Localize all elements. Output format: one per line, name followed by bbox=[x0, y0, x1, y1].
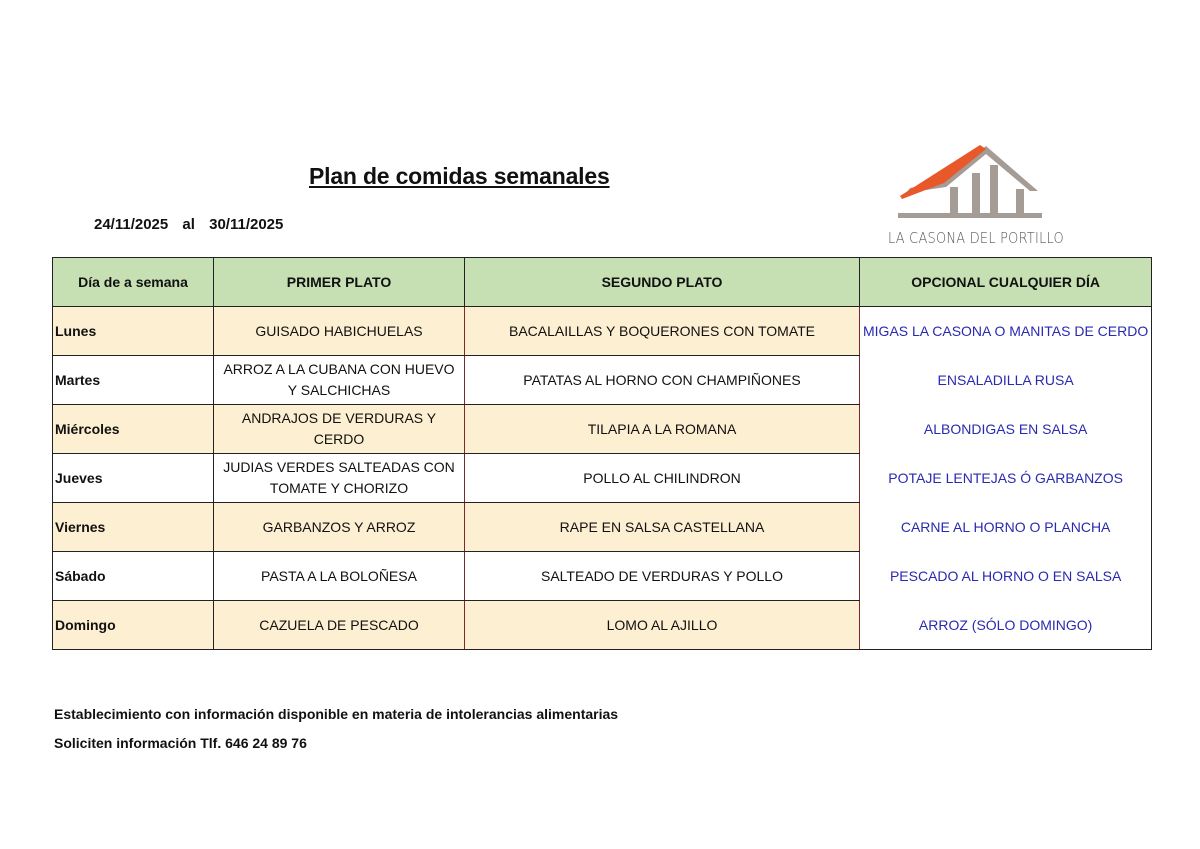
day-cell: Martes bbox=[52, 355, 214, 405]
header-opcional: OPCIONAL CUALQUIER DÍA bbox=[858, 257, 1153, 307]
logo: LA CASONA DEL PORTILLO bbox=[888, 143, 1064, 248]
primer-plato-cell: PASTA A LA BOLOÑESA bbox=[213, 551, 465, 601]
primer-plato-cell: GUISADO HABICHUELAS bbox=[213, 306, 465, 356]
day-cell: Lunes bbox=[52, 306, 214, 356]
day-cell: Sábado bbox=[52, 551, 214, 601]
date-to: 30/11/2025 bbox=[209, 216, 284, 233]
house-logo-icon bbox=[898, 145, 1042, 218]
header-primer-plato: PRIMER PLATO bbox=[213, 257, 465, 307]
table-row: Martes ARROZ A LA CUBANA CON HUEVO Y SALC… bbox=[52, 355, 1153, 405]
segundo-plato-cell: TILAPIA A LA ROMANA bbox=[464, 404, 860, 454]
day-cell: Domingo bbox=[52, 600, 214, 650]
table-row: Domingo CAZUELA DE PESCADO LOMO AL AJILLO A… bbox=[52, 600, 1153, 650]
footer-phone-info: Soliciten información Tlf. 646 24 89 76 bbox=[54, 735, 307, 751]
header-segundo-plato: SEGUNDO PLATO bbox=[464, 257, 860, 307]
primer-plato-cell: ARROZ A LA CUBANA CON HUEVO Y SALCHICHAS bbox=[213, 355, 465, 405]
opcional-cell: MIGAS LA CASONA O MANITAS DE CERDO bbox=[858, 306, 1153, 356]
primer-plato-cell: ANDRAJOS DE VERDURAS Y CERDO bbox=[213, 404, 465, 454]
page-title: Plan de comidas semanales bbox=[309, 163, 610, 189]
day-cell: Miércoles bbox=[52, 404, 214, 454]
segundo-plato-cell: BACALAILLAS Y BOQUERONES CON TOMATE bbox=[464, 306, 860, 356]
segundo-plato-cell: POLLO AL CHILINDRON bbox=[464, 453, 860, 503]
day-cell: Jueves bbox=[52, 453, 214, 503]
table-row: Viernes GARBANZOS Y ARROZ RAPE EN SALSA CA… bbox=[52, 502, 1153, 552]
opcional-cell: POTAJE LENTEJAS Ó GARBANZOS bbox=[858, 453, 1153, 503]
date-range: 24/11/2025 al 30/11/2025 bbox=[94, 216, 293, 233]
primer-plato-cell: JUDIAS VERDES SALTEADAS CON TOMATE Y CHO… bbox=[213, 453, 465, 503]
table-header-row: Día de a semana PRIMER PLATO SEGUNDO PLA… bbox=[52, 257, 1153, 307]
opcional-cell: ENSALADILLA RUSA bbox=[858, 355, 1153, 405]
table-row: Miércoles ANDRAJOS DE VERDURAS Y CERDO TIL… bbox=[52, 404, 1153, 454]
segundo-plato-cell: PATATAS AL HORNO CON CHAMPIÑONES bbox=[464, 355, 860, 405]
header-day: Día de a semana bbox=[52, 257, 214, 307]
segundo-plato-cell: SALTEADO DE VERDURAS Y POLLO bbox=[464, 551, 860, 601]
table-row: Sábado PASTA A LA BOLOÑESA SALTEADO DE VER… bbox=[52, 551, 1153, 601]
primer-plato-cell: CAZUELA DE PESCADO bbox=[213, 600, 465, 650]
segundo-plato-cell: RAPE EN SALSA CASTELLANA bbox=[464, 502, 860, 552]
opcional-cell: PESCADO AL HORNO O EN SALSA bbox=[858, 551, 1153, 601]
logo-text: LA CASONA DEL PORTILLO bbox=[888, 229, 1064, 247]
date-from: 24/11/2025 bbox=[94, 216, 169, 233]
opcional-cell: ARROZ (SÓLO DOMINGO) bbox=[858, 600, 1153, 650]
opcional-cell: CARNE AL HORNO O PLANCHA bbox=[858, 502, 1153, 552]
meal-plan-table: Día de a semana PRIMER PLATO SEGUNDO PLA… bbox=[52, 257, 1153, 650]
date-separator: al bbox=[182, 216, 195, 233]
primer-plato-cell: GARBANZOS Y ARROZ bbox=[213, 502, 465, 552]
footer-allergen-info: Establecimiento con información disponib… bbox=[54, 706, 619, 722]
segundo-plato-cell: LOMO AL AJILLO bbox=[464, 600, 860, 650]
table-row: Jueves JUDIAS VERDES SALTEADAS CON TOMATE… bbox=[52, 453, 1153, 503]
opcional-cell: ALBONDIGAS EN SALSA bbox=[858, 404, 1153, 454]
day-cell: Viernes bbox=[52, 502, 214, 552]
table-row: Lunes GUISADO HABICHUELAS BACALAILLAS Y BO… bbox=[52, 306, 1153, 356]
